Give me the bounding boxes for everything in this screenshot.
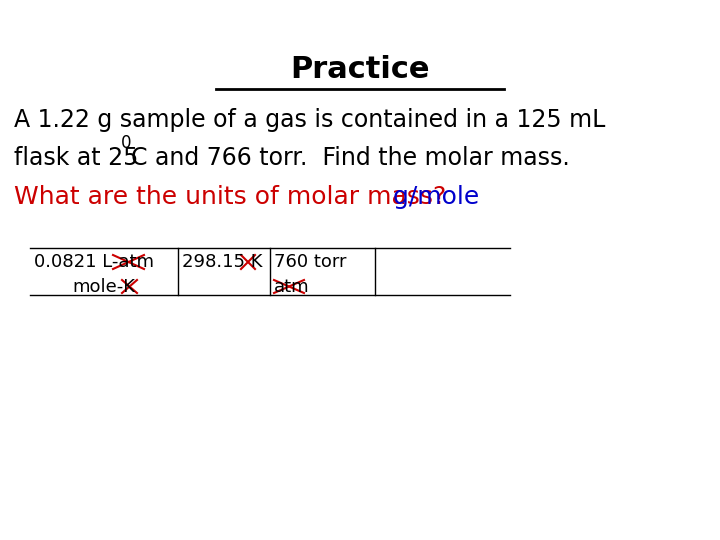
Text: mole-K: mole-K <box>73 278 135 296</box>
Text: 760 torr: 760 torr <box>274 253 346 271</box>
Text: flask at 25: flask at 25 <box>14 146 139 170</box>
Text: What are the units of molar mass?: What are the units of molar mass? <box>14 185 446 208</box>
Text: Practice: Practice <box>290 55 430 84</box>
Text: 298.15 K: 298.15 K <box>182 253 263 271</box>
Text: 0: 0 <box>121 134 132 152</box>
Text: atm: atm <box>274 278 310 296</box>
Text: 0.0821 L-atm: 0.0821 L-atm <box>34 253 154 271</box>
Text: A 1.22 g sample of a gas is contained in a 125 mL: A 1.22 g sample of a gas is contained in… <box>14 108 606 132</box>
Text: g/mole: g/mole <box>385 185 480 208</box>
Text: C and 766 torr.  Find the molar mass.: C and 766 torr. Find the molar mass. <box>131 146 570 170</box>
